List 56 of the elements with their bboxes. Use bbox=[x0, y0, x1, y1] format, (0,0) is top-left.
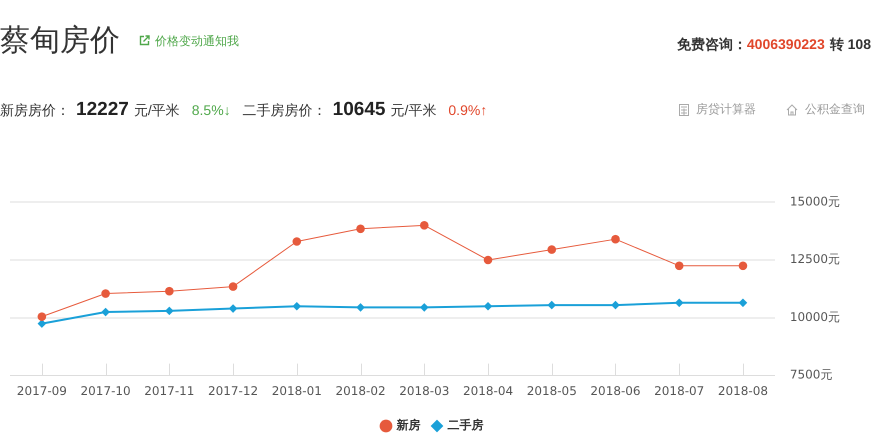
text: 免费咨询： bbox=[676, 36, 747, 54]
text: 房贷计算器 bbox=[696, 101, 756, 118]
x-tick-label: 2018-02 bbox=[335, 384, 386, 398]
point bbox=[611, 300, 620, 310]
point bbox=[165, 286, 174, 296]
point bbox=[292, 302, 302, 311]
y-tick-label: 15000元 bbox=[790, 194, 840, 208]
text: 价格变动通知我 bbox=[155, 34, 239, 48]
text: 4006390223 bbox=[746, 36, 825, 52]
text: 新房房价： bbox=[0, 102, 70, 120]
point bbox=[420, 221, 429, 230]
point bbox=[356, 303, 365, 312]
x-tick-label: 2017-12 bbox=[208, 384, 258, 398]
text: 公积金查询 bbox=[805, 101, 865, 118]
text: 12227 bbox=[76, 99, 129, 121]
text: 0.9%↑ bbox=[448, 102, 488, 118]
point bbox=[228, 304, 238, 313]
x-tick-label: 2017-10 bbox=[80, 384, 131, 398]
x-tick-label: 2018-04 bbox=[462, 384, 514, 398]
text: 二手房房价： bbox=[242, 102, 327, 120]
x-tick-label: 2018-06 bbox=[590, 384, 641, 398]
point bbox=[484, 302, 492, 311]
point bbox=[484, 256, 492, 264]
point bbox=[738, 261, 748, 270]
text: 10645 bbox=[332, 99, 386, 121]
point bbox=[547, 245, 556, 254]
x-tick-label: 2018-07 bbox=[654, 384, 704, 398]
x-tick-label: 2017-11 bbox=[144, 384, 194, 398]
point bbox=[674, 298, 684, 308]
legend-label: 新房 bbox=[396, 418, 420, 432]
point bbox=[356, 224, 365, 234]
point bbox=[420, 303, 429, 312]
point bbox=[101, 308, 110, 316]
chart-title: 蔡甸房价 bbox=[0, 23, 120, 59]
legend-label: 二手房 bbox=[448, 418, 484, 432]
x-tick-label: 2018-03 bbox=[399, 384, 450, 398]
x-tick-label: 2017-09 bbox=[16, 384, 67, 398]
point bbox=[38, 312, 46, 321]
text: 元/平米 bbox=[390, 102, 436, 120]
point bbox=[611, 234, 620, 244]
point bbox=[674, 261, 684, 270]
point bbox=[101, 289, 110, 298]
point bbox=[165, 306, 174, 316]
x-tick-label: 2018-08 bbox=[718, 384, 768, 398]
x-tick-label: 2018-05 bbox=[526, 384, 577, 398]
point bbox=[547, 300, 556, 310]
text: 8.5%↓ bbox=[192, 102, 231, 118]
point bbox=[292, 237, 302, 246]
y-tick-label: 12500元 bbox=[790, 252, 840, 266]
point bbox=[738, 298, 748, 308]
text: 转 108 bbox=[830, 36, 871, 54]
y-tick-label: 10000元 bbox=[790, 310, 840, 324]
point bbox=[228, 282, 238, 291]
text: 元/平米 bbox=[134, 102, 180, 120]
x-tick-label: 2018-01 bbox=[272, 384, 322, 398]
y-tick-label: 7500元 bbox=[790, 368, 832, 382]
